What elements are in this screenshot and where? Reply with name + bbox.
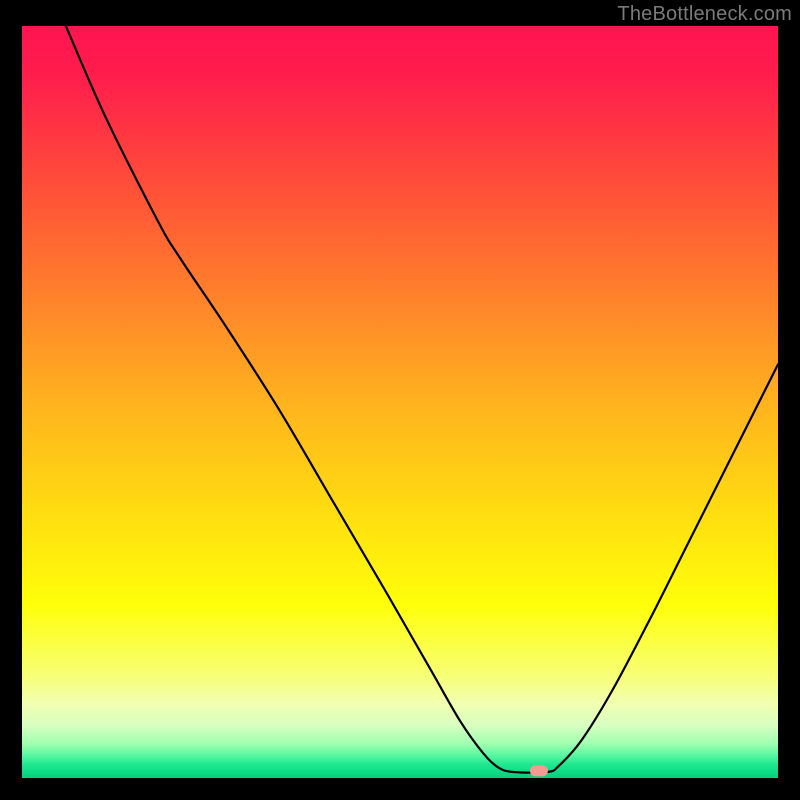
- bottleneck-curve: [22, 26, 778, 778]
- optimum-marker-pill: [530, 766, 548, 777]
- curve-path: [66, 26, 778, 773]
- watermark-text: TheBottleneck.com: [617, 3, 792, 26]
- optimum-marker: [530, 766, 548, 777]
- plot-area: [22, 26, 778, 778]
